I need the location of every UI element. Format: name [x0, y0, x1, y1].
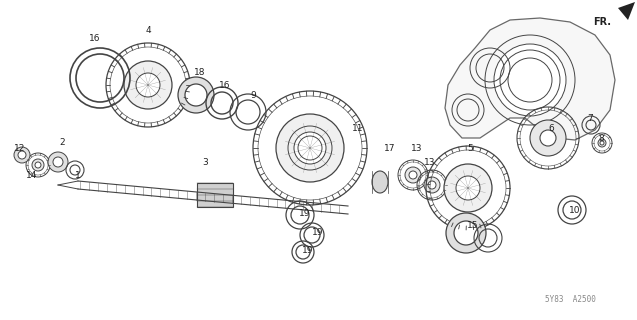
Text: 3: 3	[202, 157, 208, 166]
Circle shape	[508, 58, 552, 102]
Text: 17: 17	[384, 143, 396, 153]
Circle shape	[540, 130, 556, 146]
Text: 9: 9	[250, 91, 256, 100]
Circle shape	[446, 213, 486, 253]
Circle shape	[454, 221, 478, 245]
Text: FR.: FR.	[593, 17, 611, 27]
Circle shape	[48, 152, 68, 172]
Text: 6: 6	[548, 124, 554, 132]
Circle shape	[600, 141, 604, 145]
Circle shape	[178, 77, 214, 113]
PathPatch shape	[445, 18, 615, 140]
Circle shape	[53, 157, 63, 167]
Circle shape	[456, 176, 480, 200]
Circle shape	[35, 162, 41, 168]
Circle shape	[530, 120, 566, 156]
Text: 1: 1	[75, 171, 81, 180]
Circle shape	[298, 136, 322, 160]
Circle shape	[428, 181, 436, 189]
Circle shape	[14, 147, 30, 163]
Text: 15: 15	[468, 220, 479, 229]
Circle shape	[405, 167, 421, 183]
Text: 13: 13	[424, 157, 436, 166]
Circle shape	[444, 164, 492, 212]
Circle shape	[185, 84, 207, 106]
Circle shape	[32, 159, 44, 171]
Circle shape	[124, 61, 172, 109]
Text: 5Y83  A2500: 5Y83 A2500	[545, 295, 596, 305]
Text: 14: 14	[26, 171, 38, 180]
Circle shape	[424, 177, 440, 193]
Circle shape	[494, 44, 566, 116]
Ellipse shape	[372, 171, 388, 193]
Text: 18: 18	[194, 68, 206, 76]
Text: 11: 11	[352, 124, 364, 132]
Text: 5: 5	[467, 143, 473, 153]
Text: 2: 2	[59, 138, 65, 147]
Bar	[197, 183, 233, 207]
Text: 7: 7	[587, 114, 593, 123]
Text: 19: 19	[302, 245, 314, 254]
Text: 4: 4	[145, 26, 151, 35]
Text: 16: 16	[219, 81, 231, 90]
Text: 19: 19	[299, 209, 311, 218]
Circle shape	[276, 114, 344, 182]
Text: 13: 13	[412, 143, 423, 153]
Circle shape	[136, 73, 160, 97]
Text: 8: 8	[598, 133, 604, 142]
Circle shape	[409, 171, 417, 179]
Text: 19: 19	[312, 228, 324, 236]
Circle shape	[294, 132, 326, 164]
Text: 10: 10	[569, 205, 581, 214]
Circle shape	[598, 139, 606, 147]
Circle shape	[18, 151, 26, 159]
Text: 12: 12	[14, 143, 25, 153]
Text: 16: 16	[89, 34, 101, 43]
Polygon shape	[618, 2, 635, 20]
